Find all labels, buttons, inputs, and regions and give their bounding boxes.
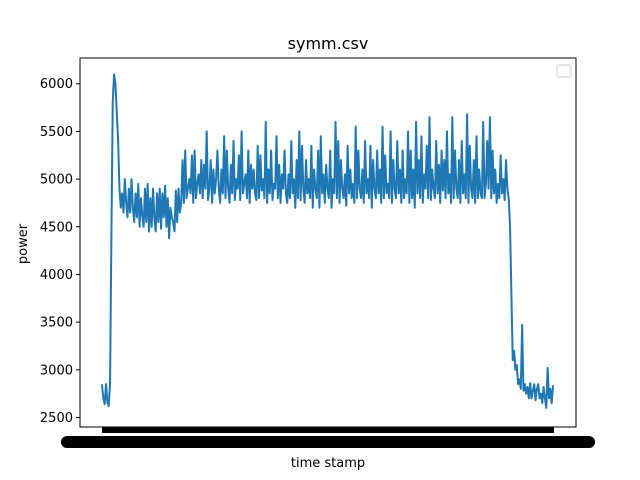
legend [556,64,572,78]
series-layer [101,73,554,409]
chart-title: symm.csv [288,34,369,53]
plot-frame [79,57,577,428]
x-ticks-band [102,427,554,433]
y-tick-label: 2500 [40,411,73,426]
plot-area [79,57,577,428]
x-tick-labels [61,427,595,448]
y-tick-label: 3000 [40,363,73,378]
y-tick-label: 5500 [40,125,73,140]
x-tick-labels-band [61,436,595,448]
y-axis-label: power [16,223,31,264]
y-tick-label: 4000 [40,268,73,283]
y-axis: 2500 3000 3500 4000 4500 5000 5500 6000 [40,77,80,426]
y-tick-label: 6000 [40,77,73,92]
y-tick-label: 5000 [40,173,73,188]
y-tick-label: 4500 [40,220,73,235]
y-tick-label: 3500 [40,316,73,331]
series-line [101,73,554,409]
x-axis-label: time stamp [291,456,365,471]
